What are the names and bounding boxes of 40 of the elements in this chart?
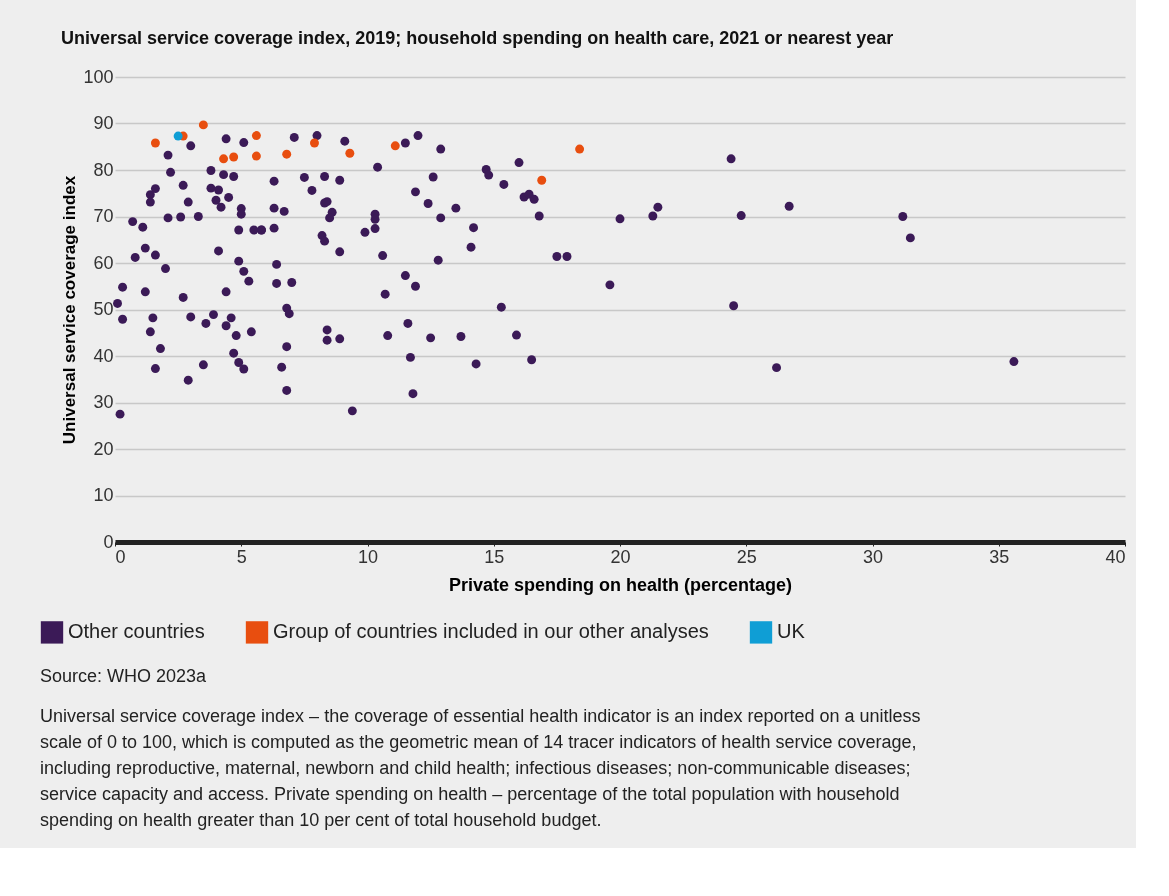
y-tick-label: 90 bbox=[93, 113, 114, 133]
point bbox=[310, 138, 319, 148]
x-tick-label: 20 bbox=[610, 546, 631, 567]
y-tick-label: 100 bbox=[83, 66, 114, 87]
x-tick-label: 5 bbox=[236, 546, 247, 567]
x-tick-label: 15 bbox=[484, 546, 505, 567]
y-tick-label: 20 bbox=[93, 438, 114, 459]
y-tick-label: 50 bbox=[93, 299, 114, 319]
y-tick-label: 30 bbox=[93, 392, 114, 412]
point bbox=[282, 149, 292, 159]
point bbox=[219, 154, 229, 164]
chart-title: Universal service coverage index, 2019; household spending on health care, 2021 or nearest year bbox=[60, 28, 894, 48]
x-tick-label: 30 bbox=[862, 546, 884, 567]
point bbox=[173, 131, 183, 141]
point bbox=[575, 144, 585, 154]
x-tick-label: 10 bbox=[357, 546, 379, 567]
y-tick-label: 0 bbox=[103, 531, 114, 552]
x-tick-label: 25 bbox=[736, 546, 757, 567]
point bbox=[150, 138, 160, 148]
y-tick-label: 80 bbox=[93, 159, 114, 180]
point bbox=[390, 141, 400, 151]
x-tick-label: 40 bbox=[1105, 546, 1126, 567]
y-tick-label: 40 bbox=[93, 345, 114, 366]
point bbox=[345, 148, 355, 158]
legend-label: Group of countries included in our other analyses bbox=[273, 620, 709, 643]
point bbox=[251, 151, 261, 161]
point bbox=[229, 152, 239, 162]
x-axis-title: Private spending on health (percentage) bbox=[448, 574, 793, 595]
legend-label: Other countries bbox=[68, 620, 205, 643]
y-tick-label: 10 bbox=[93, 485, 114, 505]
legend-label: UK bbox=[777, 620, 806, 643]
point bbox=[537, 175, 547, 185]
source-note: Source: WHO 2023a bbox=[40, 666, 208, 686]
y-tick-label: 60 bbox=[93, 252, 114, 273]
text: Universal service coverage index – the coverage of essential health indicator is an index reported on a unitless scale of 0 to 100, which is computed as the geometric mean of 14 tracer indicators of health service coverage, including reproductive, maternal, newborn and child health; infectious diseases; non-communicable diseases; service capacity and access. Private spending on health – percentage of the total population with household spending on health greater than 10 per cent of total household budget. bbox=[40, 706, 921, 830]
y-tick-label: 70 bbox=[93, 206, 114, 226]
y-axis-title: Universal service coverage index bbox=[60, 175, 80, 445]
point bbox=[198, 120, 208, 130]
point bbox=[251, 131, 261, 141]
x-tick-label: 35 bbox=[989, 546, 1010, 567]
